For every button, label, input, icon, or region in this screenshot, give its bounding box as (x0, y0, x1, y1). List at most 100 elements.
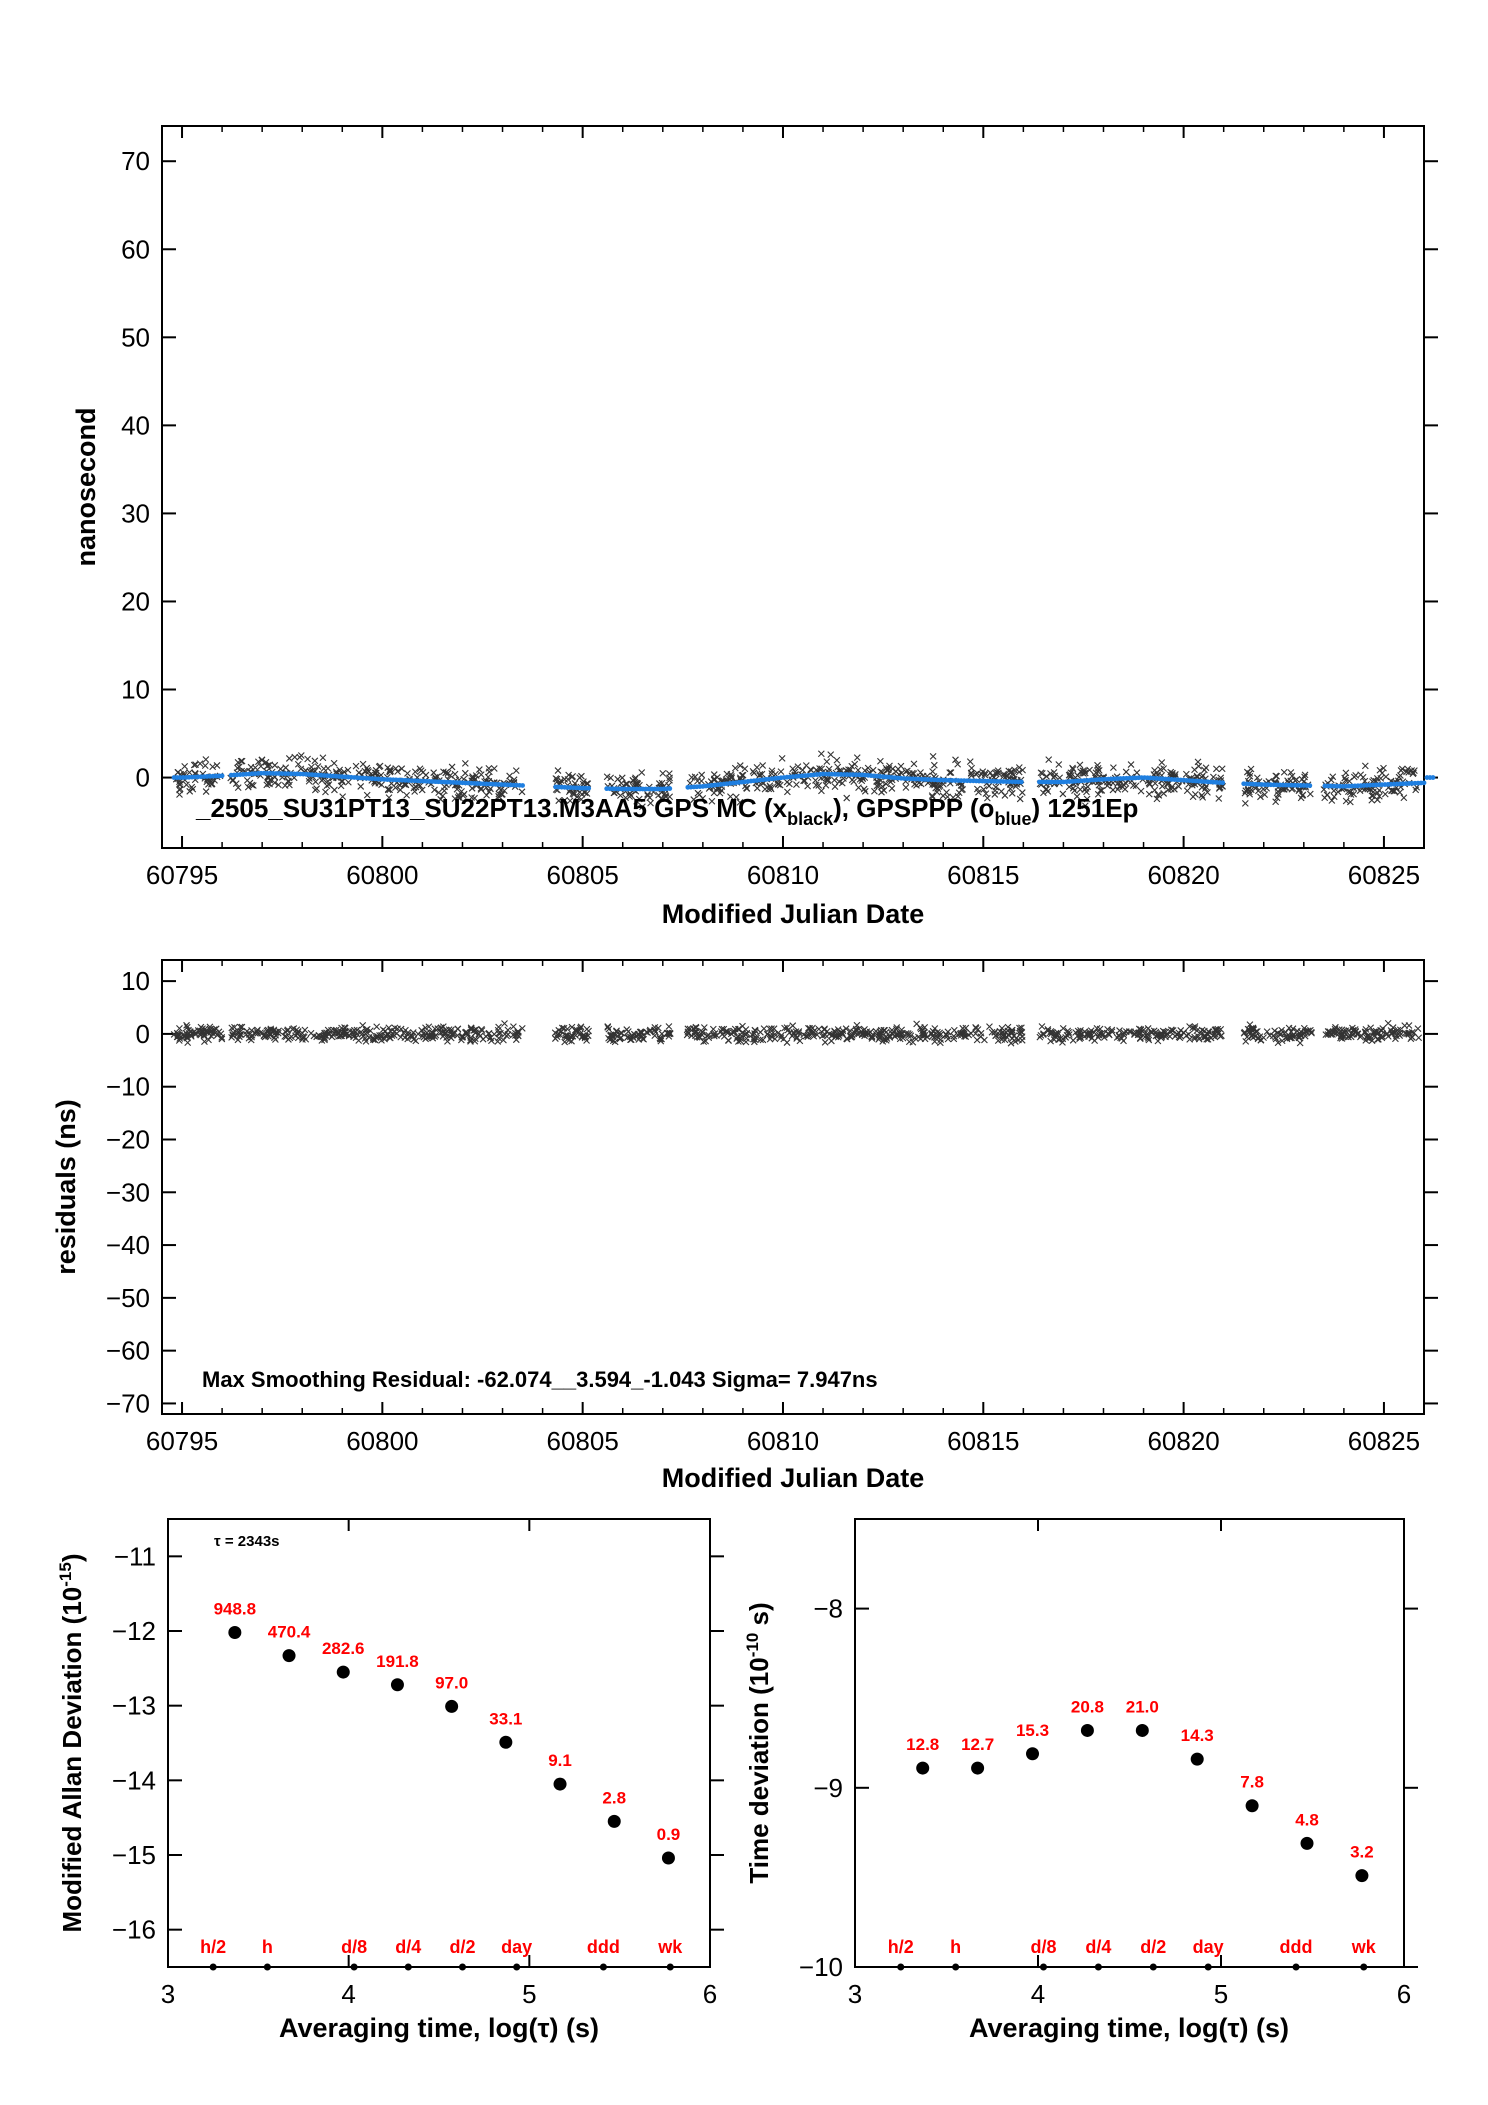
y-tick-label: −50 (106, 1283, 150, 1313)
residual-point (684, 1030, 692, 1037)
data-point-x (1127, 761, 1135, 768)
data-point-x (1122, 779, 1130, 787)
residual-point (397, 1025, 405, 1033)
data-point-x (850, 778, 858, 786)
residual-point (478, 1027, 486, 1034)
data-point-x (1306, 790, 1314, 798)
data-point-x (823, 758, 831, 766)
data-point-x (186, 769, 193, 776)
data-point-x (186, 787, 194, 795)
data-point-x (1073, 793, 1081, 800)
data-point-x (1259, 785, 1267, 793)
x-axis-label: Averaging time, log(τ) (s) (279, 2013, 599, 2043)
residual-point (898, 1029, 906, 1037)
residual-point (448, 1030, 456, 1037)
data-point-x (1146, 781, 1154, 788)
residual-point (170, 1031, 178, 1038)
residual-point (1203, 1035, 1211, 1043)
data-point-x (1151, 786, 1159, 794)
residual-point (1141, 1033, 1149, 1041)
residual-point (1300, 1024, 1308, 1032)
y-axis-label: residuals (ns) (51, 1099, 81, 1275)
data-point-x (1376, 766, 1384, 774)
y-tick-label: −10 (106, 1072, 150, 1102)
data-point-x (1198, 791, 1206, 799)
data-point-x (1098, 787, 1106, 794)
x-tick-label: 5 (1214, 1979, 1228, 2009)
y-axis-label: nanosecond (71, 407, 101, 566)
residual-point (1209, 1032, 1217, 1040)
residual-point (494, 1026, 502, 1034)
data-point-x (394, 768, 402, 775)
residual-point (583, 1037, 590, 1044)
residual-point (301, 1026, 309, 1034)
data-point-x (1095, 766, 1103, 774)
data-point-x (1129, 782, 1137, 789)
residual-point (567, 1033, 575, 1041)
data-point-x (322, 788, 329, 796)
data-point-x (789, 765, 797, 773)
data-point-x (657, 795, 665, 803)
data-point-x (1059, 790, 1067, 798)
data-point-x (1076, 761, 1084, 769)
data-point-x (1395, 773, 1403, 781)
residual-point (624, 1028, 632, 1035)
residual-point (1093, 1025, 1101, 1032)
data-point-x (340, 768, 348, 776)
interval-marker (263, 1963, 271, 1971)
y-tick-label: −14 (112, 1765, 156, 1795)
x-tick-label: 60820 (1147, 860, 1219, 890)
data-point-x (1209, 773, 1217, 781)
data-point-x (1055, 761, 1063, 768)
data-point-x (698, 771, 706, 779)
data-point-x (404, 770, 411, 777)
data-point-x (1400, 794, 1408, 802)
residual-point (893, 1024, 901, 1031)
residual-point (972, 1030, 979, 1037)
data-point-x (331, 786, 338, 794)
residual-point (391, 1024, 399, 1032)
point-label: 33.1 (489, 1709, 522, 1728)
residual-point (767, 1033, 775, 1040)
residual-point (349, 1028, 357, 1035)
data-point-x (518, 788, 526, 796)
y-tick-label: −11 (114, 1541, 156, 1571)
data-point-x (297, 765, 305, 773)
point-label: 191.8 (376, 1652, 419, 1671)
residual-point (1297, 1031, 1305, 1039)
data-point-x (461, 760, 469, 767)
data-point-x (1095, 781, 1103, 789)
residual-point (409, 1029, 417, 1036)
data-point-x (304, 755, 312, 763)
data-point-x (568, 773, 576, 781)
residual-point (663, 1029, 671, 1037)
residual-point (862, 1030, 869, 1037)
residual-point (1384, 1033, 1392, 1040)
interval-label: d/2 (449, 1937, 475, 1957)
interval-marker (458, 1963, 466, 1971)
data-point-x (995, 769, 1002, 777)
residual-point (723, 1027, 731, 1035)
data-point-x (794, 763, 802, 771)
data-point-x (461, 769, 469, 777)
data-point-x (355, 769, 363, 777)
residual-point (684, 1028, 692, 1036)
data-point-x (344, 766, 352, 774)
data-point-x (1246, 772, 1254, 780)
residual-point (373, 1023, 381, 1031)
data-point-x (460, 790, 468, 798)
plot-frame (161, 125, 1425, 849)
data-point-x (1261, 791, 1269, 799)
residual-point (1367, 1024, 1375, 1032)
y-tick-label: 60 (121, 234, 150, 264)
residual-point (242, 1030, 250, 1038)
deviation-point (1245, 1799, 1259, 1813)
data-point-x (698, 777, 705, 785)
data-point-x (887, 778, 894, 786)
data-point-o (667, 786, 673, 791)
residual-point (795, 1028, 803, 1035)
data-point-x (967, 769, 975, 777)
residual-point (944, 1028, 952, 1036)
residual-point (825, 1030, 833, 1038)
data-point-x (1215, 795, 1223, 802)
